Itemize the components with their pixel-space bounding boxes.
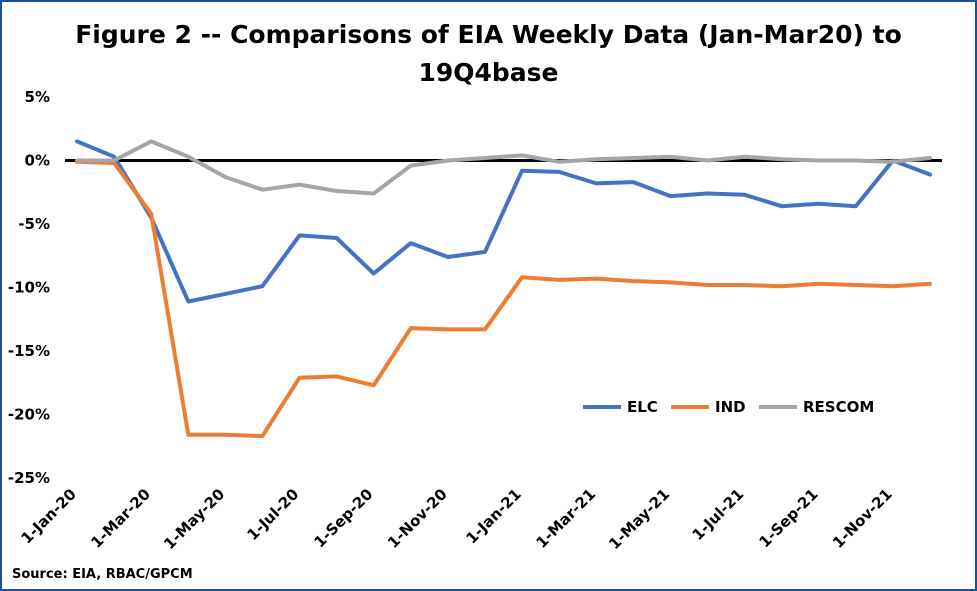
y-tick-label: -5% bbox=[18, 215, 50, 233]
legend-label-rescom: RESCOM bbox=[803, 398, 874, 416]
x-tick-label: 1-Jan-20 bbox=[17, 485, 79, 547]
series-line-ind bbox=[75, 159, 932, 439]
legend-label-elc: ELC bbox=[627, 398, 658, 416]
x-tick-label: 1-Sep-20 bbox=[310, 485, 376, 551]
y-tick-label: 5% bbox=[25, 88, 50, 106]
x-tick-label: 1-Jul-21 bbox=[689, 485, 748, 544]
x-tick-label: 1-May-20 bbox=[160, 485, 228, 553]
series-line-rescom bbox=[75, 139, 932, 196]
x-tick-label: 1-Mar-20 bbox=[87, 485, 154, 552]
x-tick-label: 1-May-21 bbox=[605, 485, 673, 553]
x-tick-label: 1-Mar-21 bbox=[532, 485, 599, 552]
y-tick-label: -20% bbox=[8, 406, 50, 424]
x-tick-label: 1-Nov-21 bbox=[829, 485, 896, 552]
legend-label-ind: IND bbox=[715, 398, 746, 416]
y-tick-label: -25% bbox=[8, 469, 50, 487]
source-note: Source: EIA, RBAC/GPCM bbox=[12, 567, 193, 582]
x-tick-label: 1-Jul-20 bbox=[244, 485, 303, 544]
series-line-elc bbox=[75, 139, 932, 304]
chart-title-line1: Figure 2 -- Comparisons of EIA Weekly Da… bbox=[75, 20, 902, 49]
chart-title-line2: 19Q4base bbox=[418, 58, 559, 87]
x-tick-label: 1-Sep-21 bbox=[755, 485, 821, 551]
y-tick-label: 0% bbox=[25, 152, 50, 170]
x-tick-label: 1-Jan-21 bbox=[463, 485, 525, 547]
x-tick-label: 1-Nov-20 bbox=[384, 485, 451, 552]
y-tick-label: -15% bbox=[8, 342, 50, 360]
y-tick-label: -10% bbox=[8, 279, 50, 297]
